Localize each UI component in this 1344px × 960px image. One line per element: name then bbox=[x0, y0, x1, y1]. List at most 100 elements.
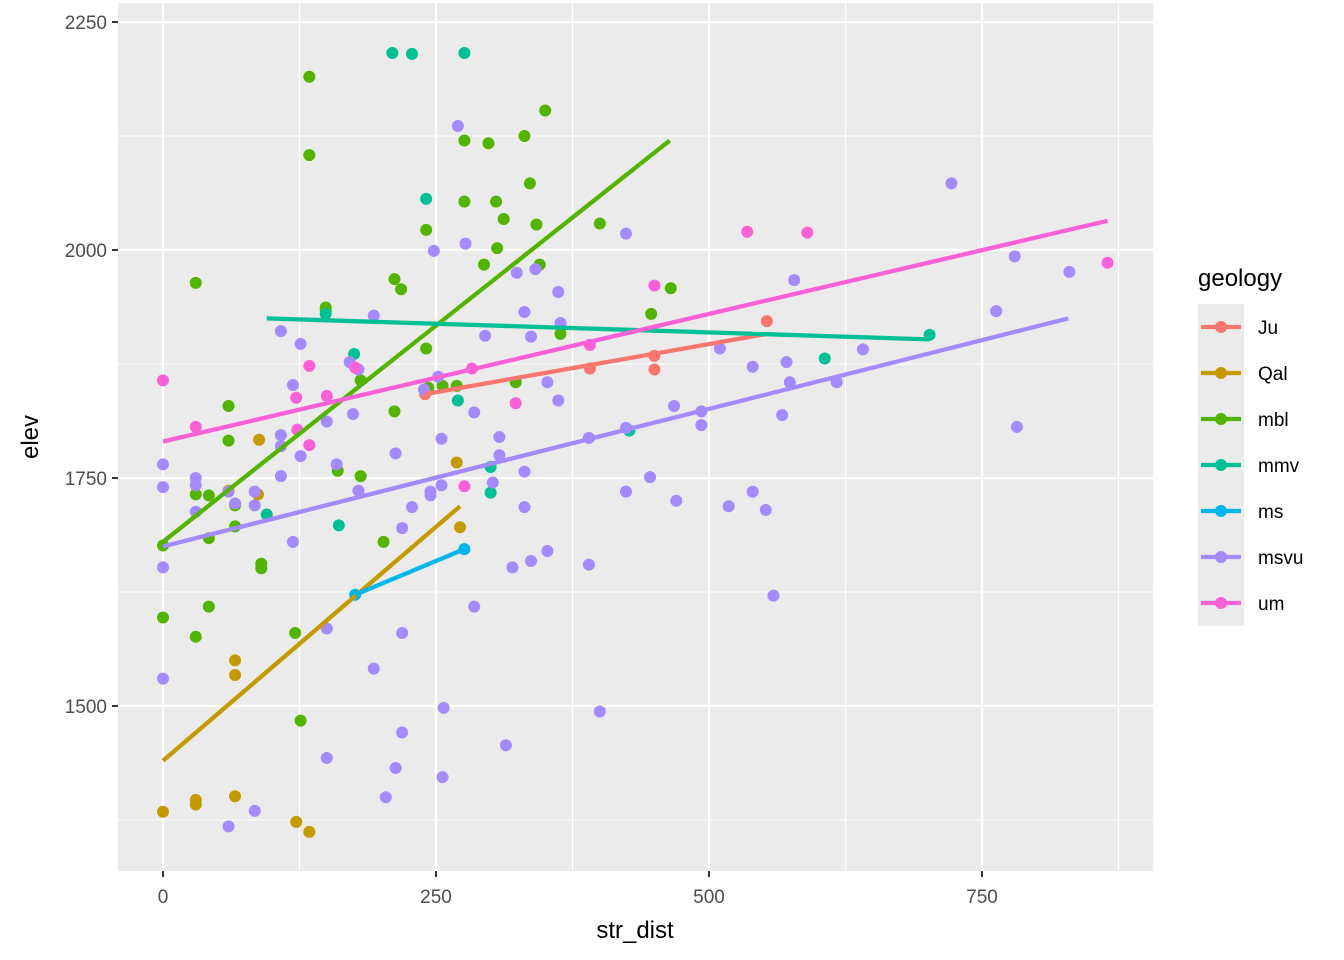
data-point bbox=[320, 751, 333, 764]
data-point bbox=[435, 479, 448, 492]
data-point bbox=[518, 465, 531, 478]
x-axis-title: str_dist bbox=[596, 917, 674, 944]
data-point bbox=[320, 415, 333, 428]
data-point bbox=[157, 561, 169, 574]
data-point bbox=[420, 342, 433, 355]
data-point bbox=[420, 192, 433, 205]
legend-label: mbl bbox=[1258, 410, 1289, 431]
series-mbl-points bbox=[157, 70, 677, 727]
data-point bbox=[386, 47, 399, 60]
data-point bbox=[801, 226, 814, 239]
data-point bbox=[529, 263, 542, 276]
data-point bbox=[664, 282, 677, 295]
data-point bbox=[818, 352, 831, 365]
data-point bbox=[518, 501, 531, 514]
data-point bbox=[202, 600, 215, 613]
data-point bbox=[760, 315, 773, 328]
data-point bbox=[459, 237, 472, 250]
data-point bbox=[189, 420, 202, 433]
data-point bbox=[1010, 420, 1023, 433]
data-point bbox=[354, 470, 367, 483]
data-point bbox=[189, 276, 202, 289]
data-point bbox=[424, 489, 437, 502]
data-point bbox=[554, 327, 567, 340]
data-point bbox=[856, 343, 869, 356]
legend-item-msvu: msvu bbox=[1201, 548, 1303, 569]
data-point bbox=[405, 47, 418, 60]
regression-line-msvu bbox=[162, 316, 1069, 549]
data-point bbox=[352, 484, 365, 497]
data-point bbox=[157, 805, 169, 818]
data-point bbox=[379, 791, 392, 804]
data-point bbox=[490, 195, 503, 208]
data-point bbox=[248, 499, 261, 512]
data-point bbox=[451, 119, 464, 132]
data-point bbox=[290, 815, 303, 828]
data-point bbox=[552, 394, 565, 407]
legend-point-key bbox=[1215, 597, 1227, 609]
data-point bbox=[189, 630, 202, 643]
data-point bbox=[620, 485, 633, 498]
data-point bbox=[759, 503, 772, 516]
data-point bbox=[377, 535, 390, 548]
data-point bbox=[396, 726, 409, 739]
regression-line-um bbox=[162, 218, 1109, 444]
data-point bbox=[593, 705, 606, 718]
data-point bbox=[468, 406, 481, 419]
data-point bbox=[388, 273, 401, 286]
data-point bbox=[990, 305, 1003, 318]
y-tick-label: 2250 bbox=[65, 13, 107, 34]
data-point bbox=[274, 429, 287, 442]
data-point bbox=[189, 798, 202, 811]
data-point bbox=[668, 399, 681, 412]
data-points bbox=[157, 47, 1114, 838]
data-point bbox=[1008, 250, 1021, 263]
data-point bbox=[427, 244, 440, 257]
data-point bbox=[303, 149, 316, 162]
legend-title: geology bbox=[1198, 265, 1282, 292]
data-point bbox=[229, 497, 242, 510]
data-point bbox=[420, 223, 433, 236]
data-point bbox=[157, 458, 169, 471]
data-point bbox=[525, 554, 538, 567]
x-axis: 0 250 500 750 bbox=[158, 871, 998, 908]
data-point bbox=[294, 714, 307, 727]
data-point bbox=[518, 306, 531, 319]
legend-point-key bbox=[1215, 505, 1227, 517]
y-tick-label: 1750 bbox=[65, 469, 107, 490]
legend-point-key bbox=[1215, 413, 1227, 425]
data-point bbox=[510, 266, 523, 279]
data-point bbox=[468, 600, 481, 613]
legend-item-Ju: Ju bbox=[1201, 318, 1278, 339]
data-point bbox=[620, 227, 633, 240]
data-point bbox=[491, 242, 504, 255]
legend-item-um: um bbox=[1201, 594, 1284, 615]
data-point bbox=[286, 535, 299, 548]
data-point bbox=[767, 589, 780, 602]
data-point bbox=[493, 449, 506, 462]
data-point bbox=[582, 558, 595, 571]
legend-label: mmv bbox=[1258, 456, 1300, 477]
data-point bbox=[479, 329, 492, 342]
data-point bbox=[644, 471, 657, 484]
data-point bbox=[541, 376, 554, 389]
y-tick-label: 1500 bbox=[65, 697, 107, 718]
data-point bbox=[1101, 256, 1114, 269]
x-tick-label: 0 bbox=[158, 887, 169, 908]
data-point bbox=[645, 307, 658, 320]
data-point bbox=[482, 137, 495, 150]
data-point bbox=[157, 481, 169, 494]
data-point bbox=[294, 450, 307, 463]
regression-line-mbl bbox=[161, 138, 672, 544]
data-point bbox=[458, 134, 471, 147]
data-point bbox=[458, 195, 471, 208]
data-point bbox=[294, 337, 307, 350]
data-point bbox=[478, 258, 491, 271]
data-point bbox=[746, 485, 759, 498]
data-point bbox=[539, 104, 552, 117]
data-point bbox=[506, 561, 519, 574]
data-point bbox=[202, 489, 215, 502]
data-point bbox=[499, 739, 512, 752]
data-point bbox=[303, 439, 316, 452]
